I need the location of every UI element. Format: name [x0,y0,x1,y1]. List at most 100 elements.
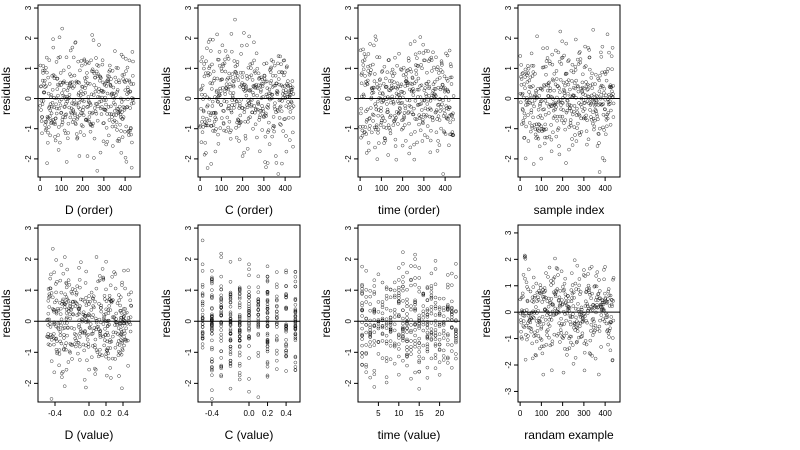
data-point [81,124,85,129]
data-point [204,123,209,128]
data-point [40,78,45,83]
data-point [367,148,371,153]
data-point [101,317,106,321]
data-point [364,120,369,124]
data-point [55,76,60,81]
data-point [401,65,406,70]
data-point [578,315,583,319]
data-point [540,116,544,121]
data-point [584,129,589,133]
data-point [572,81,577,85]
data-point [578,50,582,54]
data-point [591,121,595,126]
data-point [606,297,610,301]
data-point [421,293,426,298]
data-point [271,73,275,78]
data-point [582,350,587,355]
data-point [210,295,214,299]
data-point [549,279,553,283]
data-point [254,108,258,112]
data-point [564,318,568,323]
data-point [372,125,377,130]
data-point [99,99,104,104]
data-point [405,330,409,334]
data-point [247,267,251,272]
data-point [293,368,298,372]
data-point [575,263,580,268]
data-point [275,352,279,356]
data-point [433,295,438,300]
data-point [275,304,279,308]
data-point [521,71,525,75]
data-point [365,81,369,86]
data-point [545,46,550,50]
data-point [598,73,602,78]
data-point [571,304,576,308]
data-point [275,294,279,299]
data-point [55,106,59,111]
data-point [255,135,259,140]
data-point [255,93,259,98]
data-point [105,348,109,353]
data-point [372,284,377,288]
data-point [120,348,125,352]
data-point [397,51,401,56]
data-point [384,380,389,385]
data-point [572,125,577,129]
data-point [364,269,368,273]
data-point [245,77,250,81]
data-point [526,66,531,71]
data-point [519,335,524,339]
data-point [573,356,578,360]
data-point [258,90,263,94]
data-point [128,329,133,334]
data-point [106,79,111,84]
data-point [42,90,47,95]
data-point [237,313,242,317]
data-point [417,289,421,294]
data-point [247,356,251,360]
data-point [602,277,606,282]
data-point [264,111,268,116]
data-point [272,63,277,68]
data-point [405,79,409,84]
data-point [280,99,284,103]
data-point [93,109,98,114]
data-point [589,329,593,333]
data-point [399,82,404,87]
data-point [602,158,607,163]
data-point [437,71,441,75]
y-tick-label: 2 [24,35,33,40]
data-point [566,82,571,87]
data-point [129,303,133,308]
data-point [77,100,81,105]
data-point [228,313,233,318]
data-point [75,117,80,121]
data-point [421,356,426,361]
data-point [62,302,67,306]
data-point [528,289,533,294]
data-point [217,50,222,54]
data-point [413,298,417,303]
x-tick-label: 0 [358,184,363,193]
data-point [568,315,573,320]
data-point [576,321,581,325]
data-point [549,283,553,287]
data-point [415,87,420,92]
data-point [359,106,363,111]
data-point [90,69,94,73]
data-point [602,91,606,95]
data-point [433,300,438,305]
y-axis-label: residuals [0,289,13,337]
data-point [237,292,242,297]
data-point [368,333,372,337]
data-point [131,101,136,105]
data-point [384,76,388,81]
data-point [265,331,270,336]
data-point [603,297,608,301]
data-point [532,295,537,300]
data-point [289,90,294,94]
data-point [228,260,233,264]
data-point [401,316,405,321]
x-axis-label: D (value) [65,428,114,442]
